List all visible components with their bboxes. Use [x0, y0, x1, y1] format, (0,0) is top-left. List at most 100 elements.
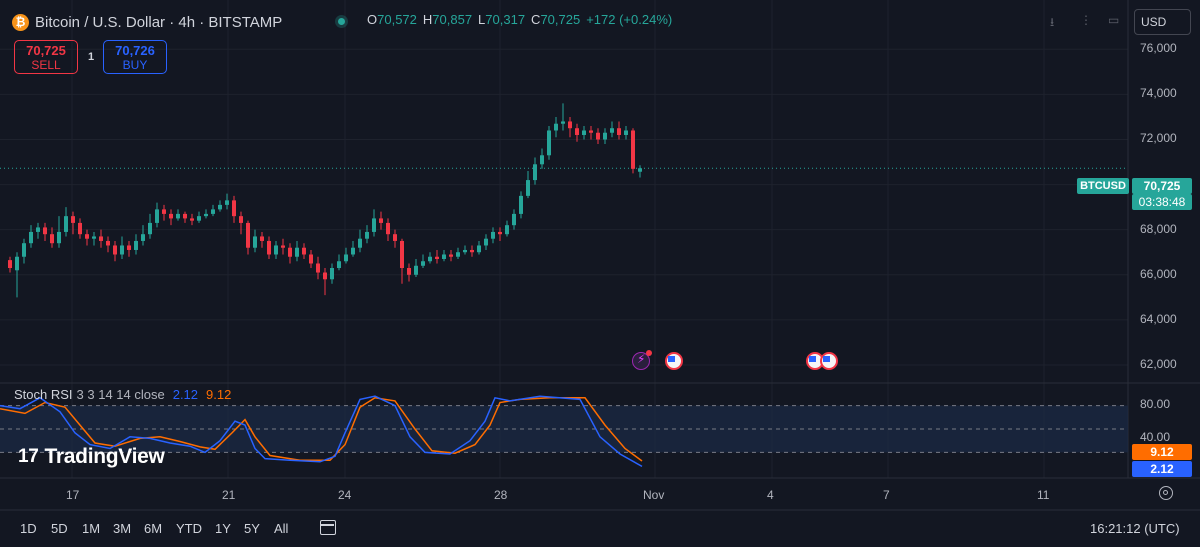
symbol-header[interactable]: ₿ Bitcoin / U.S. Dollar · 4h · BITSTAMP: [12, 10, 282, 34]
currency-selector[interactable]: USD: [1134, 9, 1191, 35]
sell-button[interactable]: 70,725 SELL: [14, 40, 78, 74]
order-quantity[interactable]: 1: [88, 51, 95, 63]
candle-body: [15, 256, 19, 271]
candle-body: [323, 272, 327, 280]
candle-body: [610, 128, 614, 133]
candle-body: [274, 245, 278, 255]
range-1m[interactable]: 1M: [82, 521, 101, 536]
us-flag-event-icon-3[interactable]: [820, 352, 838, 370]
candle-body: [561, 121, 565, 124]
range-3m[interactable]: 3M: [113, 521, 132, 536]
candle-body: [421, 261, 425, 266]
time-label-4: 4: [767, 488, 774, 502]
candle-body: [253, 236, 257, 248]
candle-body: [491, 231, 495, 239]
candle-body: [281, 245, 285, 248]
candle-body: [57, 231, 61, 244]
candle-body: [190, 218, 194, 221]
ohlc-low-key: L: [478, 12, 486, 27]
us-flag-event-icon[interactable]: [665, 352, 683, 370]
range-1d[interactable]: 1D: [20, 521, 37, 536]
candle-body: [407, 268, 411, 275]
price-label: 64,000: [1140, 311, 1177, 326]
stoch-level-40: 40.00: [1140, 430, 1171, 444]
price-label: 74,000: [1140, 86, 1177, 101]
ohlc-open-key: O: [367, 12, 378, 27]
time-label-7: 7: [883, 488, 890, 502]
candle-body: [267, 240, 271, 255]
candle-body: [400, 240, 404, 269]
candle-body: [8, 260, 12, 269]
stoch-rsi-legend[interactable]: Stoch RSI 3 3 14 14 close 2.12 9.12: [14, 387, 231, 402]
ohlc-low: 70,317: [485, 12, 526, 27]
candle-body: [239, 216, 243, 223]
buy-price: 70,726: [115, 43, 155, 58]
buy-label: BUY: [122, 58, 148, 72]
range-1y[interactable]: 1Y: [215, 521, 231, 536]
candle-body: [484, 238, 488, 246]
candle-body: [204, 213, 208, 217]
price-label: 66,000: [1140, 266, 1177, 281]
candle-body: [631, 130, 635, 169]
candle-body: [463, 249, 467, 253]
candle-body: [316, 263, 320, 273]
bar-countdown: 03:38:48: [1132, 194, 1192, 210]
candle-body: [246, 222, 250, 248]
candle-body: [232, 200, 236, 217]
price-label: 76,000: [1140, 41, 1177, 56]
candle-body: [141, 234, 145, 241]
stoch-title: Stoch RSI: [14, 387, 73, 402]
candle-body: [582, 130, 586, 135]
range-ytd[interactable]: YTD: [176, 521, 202, 536]
tradingview-logo[interactable]: 17 TradingView: [18, 445, 165, 469]
price-label: 62,000: [1140, 356, 1177, 371]
stoch-level-80: 80.00: [1140, 397, 1171, 411]
candle-body: [36, 227, 40, 232]
ohlc-high-key: H: [422, 12, 433, 27]
symbol-title[interactable]: Bitcoin / U.S. Dollar · 4h · BITSTAMP: [35, 13, 283, 31]
candle-body: [477, 245, 481, 253]
stoch-d-badge: 9.12: [1132, 444, 1192, 460]
candle-body: [470, 249, 474, 253]
download-icon[interactable]: ⭳: [1050, 15, 1055, 29]
stoch-k-line: [0, 395, 643, 468]
range-all[interactable]: All: [274, 521, 289, 536]
sell-price: 70,725: [26, 43, 66, 58]
candle-body: [99, 236, 103, 241]
ohlc-close: 70,725: [540, 12, 581, 27]
range-5d[interactable]: 5D: [51, 521, 68, 536]
candle-body: [78, 222, 82, 235]
time-label-17: 17: [66, 488, 80, 502]
time-label-21: 21: [222, 488, 236, 502]
layout-icon[interactable]: ▭: [1108, 13, 1120, 27]
range-6m[interactable]: 6M: [144, 521, 163, 536]
candle-body: [50, 234, 54, 244]
candle-body: [85, 234, 89, 239]
candle-body: [554, 123, 558, 131]
tradingview-logo-text: TradingView: [44, 445, 165, 468]
ohlc-close-key: C: [531, 12, 541, 27]
candle-body: [225, 200, 229, 205]
candle-body: [533, 164, 537, 181]
candle-body: [127, 245, 131, 250]
candle-body: [64, 216, 68, 232]
buy-button[interactable]: 70,726 BUY: [103, 40, 167, 74]
date-range-calendar-icon[interactable]: [320, 520, 336, 535]
candle-body: [344, 254, 348, 262]
utc-clock[interactable]: 16:21:12 (UTC): [1090, 521, 1180, 536]
time-label-11: 11: [1037, 488, 1050, 502]
chart-options-icon[interactable]: ⋮: [1080, 13, 1092, 27]
candle-body: [540, 155, 544, 165]
range-5y[interactable]: 5Y: [244, 521, 260, 536]
candle-body: [302, 247, 306, 255]
candle-body: [638, 168, 642, 172]
candle-body: [330, 268, 334, 280]
candle-body: [428, 256, 432, 262]
candle-body: [22, 243, 26, 257]
settings-gear-icon[interactable]: [1159, 486, 1173, 500]
lightning-event-icon[interactable]: ⚡: [632, 350, 652, 370]
candle-body: [603, 132, 607, 140]
candle-body: [568, 121, 572, 129]
